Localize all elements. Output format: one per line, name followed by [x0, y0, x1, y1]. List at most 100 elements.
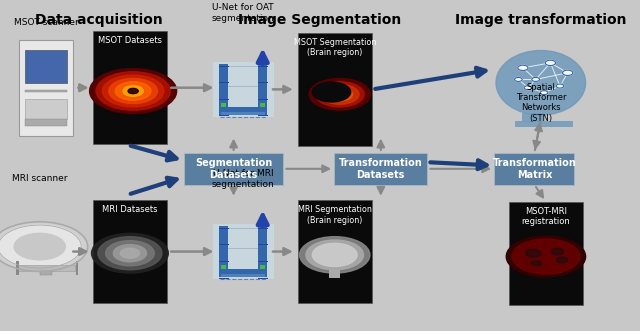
Circle shape [545, 60, 556, 66]
FancyBboxPatch shape [221, 274, 266, 277]
FancyBboxPatch shape [220, 66, 267, 67]
Circle shape [517, 242, 575, 271]
Circle shape [551, 248, 564, 255]
Circle shape [523, 245, 569, 268]
Text: Transformation
Matrix: Transformation Matrix [493, 158, 576, 180]
FancyBboxPatch shape [184, 153, 283, 185]
FancyBboxPatch shape [259, 64, 268, 115]
Text: Image transformation: Image transformation [455, 13, 627, 27]
FancyBboxPatch shape [257, 99, 268, 100]
Circle shape [529, 248, 563, 265]
Circle shape [532, 77, 540, 81]
FancyBboxPatch shape [219, 82, 229, 83]
FancyBboxPatch shape [257, 228, 268, 229]
Text: MSOT-MRI
registration: MSOT-MRI registration [522, 207, 570, 226]
Circle shape [106, 241, 154, 266]
FancyBboxPatch shape [76, 261, 78, 275]
Circle shape [123, 86, 143, 96]
Text: Segmentation
Datasets: Segmentation Datasets [195, 158, 272, 180]
Circle shape [309, 78, 371, 110]
Text: MRI Datasets: MRI Datasets [102, 205, 157, 214]
Circle shape [518, 65, 528, 71]
FancyBboxPatch shape [298, 33, 371, 146]
Text: MRI Segmentation
(Brain region): MRI Segmentation (Brain region) [298, 205, 372, 225]
Circle shape [113, 245, 147, 262]
Circle shape [316, 82, 364, 107]
FancyBboxPatch shape [25, 90, 67, 92]
Circle shape [98, 237, 162, 270]
Text: Transformation
Datasets: Transformation Datasets [339, 158, 422, 180]
Circle shape [515, 77, 522, 81]
FancyBboxPatch shape [221, 103, 227, 107]
Circle shape [563, 70, 573, 75]
Circle shape [312, 243, 357, 266]
FancyBboxPatch shape [260, 103, 266, 107]
Circle shape [327, 88, 353, 101]
FancyBboxPatch shape [259, 226, 268, 277]
Circle shape [512, 239, 580, 274]
FancyBboxPatch shape [257, 244, 268, 246]
Circle shape [128, 88, 138, 94]
Circle shape [300, 237, 370, 273]
FancyBboxPatch shape [219, 244, 229, 246]
FancyBboxPatch shape [93, 31, 166, 144]
Circle shape [90, 69, 177, 114]
Circle shape [506, 236, 586, 277]
Circle shape [120, 248, 140, 258]
FancyBboxPatch shape [260, 265, 266, 269]
FancyBboxPatch shape [220, 271, 267, 272]
FancyBboxPatch shape [220, 228, 267, 229]
Circle shape [541, 254, 551, 259]
FancyBboxPatch shape [220, 85, 267, 86]
FancyBboxPatch shape [219, 226, 228, 277]
Text: Image Segmentation: Image Segmentation [238, 13, 402, 27]
FancyBboxPatch shape [25, 50, 67, 83]
Text: MSOT Datasets: MSOT Datasets [98, 36, 162, 45]
Text: U-Net for MRI
segmentation: U-Net for MRI segmentation [212, 169, 275, 189]
FancyBboxPatch shape [219, 64, 228, 115]
FancyBboxPatch shape [219, 99, 229, 100]
Circle shape [102, 75, 164, 107]
Text: MRI scanner: MRI scanner [12, 174, 67, 183]
Text: Spatial
Transformer
Networks
(STN): Spatial Transformer Networks (STN) [516, 82, 566, 123]
FancyBboxPatch shape [219, 66, 229, 67]
FancyBboxPatch shape [219, 277, 229, 279]
FancyBboxPatch shape [19, 40, 73, 136]
FancyBboxPatch shape [93, 200, 166, 303]
Text: U-Net for OAT
segmentation: U-Net for OAT segmentation [212, 3, 275, 23]
FancyBboxPatch shape [257, 82, 268, 83]
Circle shape [524, 86, 532, 90]
FancyBboxPatch shape [212, 224, 274, 279]
FancyBboxPatch shape [221, 265, 227, 269]
Circle shape [92, 233, 168, 273]
FancyBboxPatch shape [298, 200, 371, 303]
FancyBboxPatch shape [494, 153, 575, 185]
Text: Data acquisition: Data acquisition [35, 13, 163, 27]
Text: MSOT scanner: MSOT scanner [13, 18, 79, 27]
FancyBboxPatch shape [219, 115, 229, 116]
FancyBboxPatch shape [257, 277, 268, 279]
Circle shape [321, 84, 359, 104]
FancyBboxPatch shape [509, 202, 583, 305]
FancyBboxPatch shape [522, 113, 545, 122]
Circle shape [115, 82, 151, 100]
Circle shape [556, 84, 564, 88]
FancyBboxPatch shape [219, 107, 268, 115]
Circle shape [0, 225, 81, 268]
Circle shape [0, 222, 88, 271]
FancyBboxPatch shape [220, 248, 267, 249]
FancyBboxPatch shape [40, 271, 52, 275]
FancyBboxPatch shape [25, 119, 67, 126]
FancyBboxPatch shape [219, 228, 229, 229]
FancyBboxPatch shape [515, 121, 573, 127]
Circle shape [540, 91, 548, 95]
FancyBboxPatch shape [257, 66, 268, 67]
Circle shape [96, 72, 170, 110]
FancyBboxPatch shape [17, 265, 75, 271]
Circle shape [536, 251, 556, 262]
FancyBboxPatch shape [334, 153, 428, 185]
FancyBboxPatch shape [219, 269, 268, 277]
Ellipse shape [496, 51, 586, 115]
FancyBboxPatch shape [220, 109, 267, 110]
Circle shape [109, 78, 157, 104]
